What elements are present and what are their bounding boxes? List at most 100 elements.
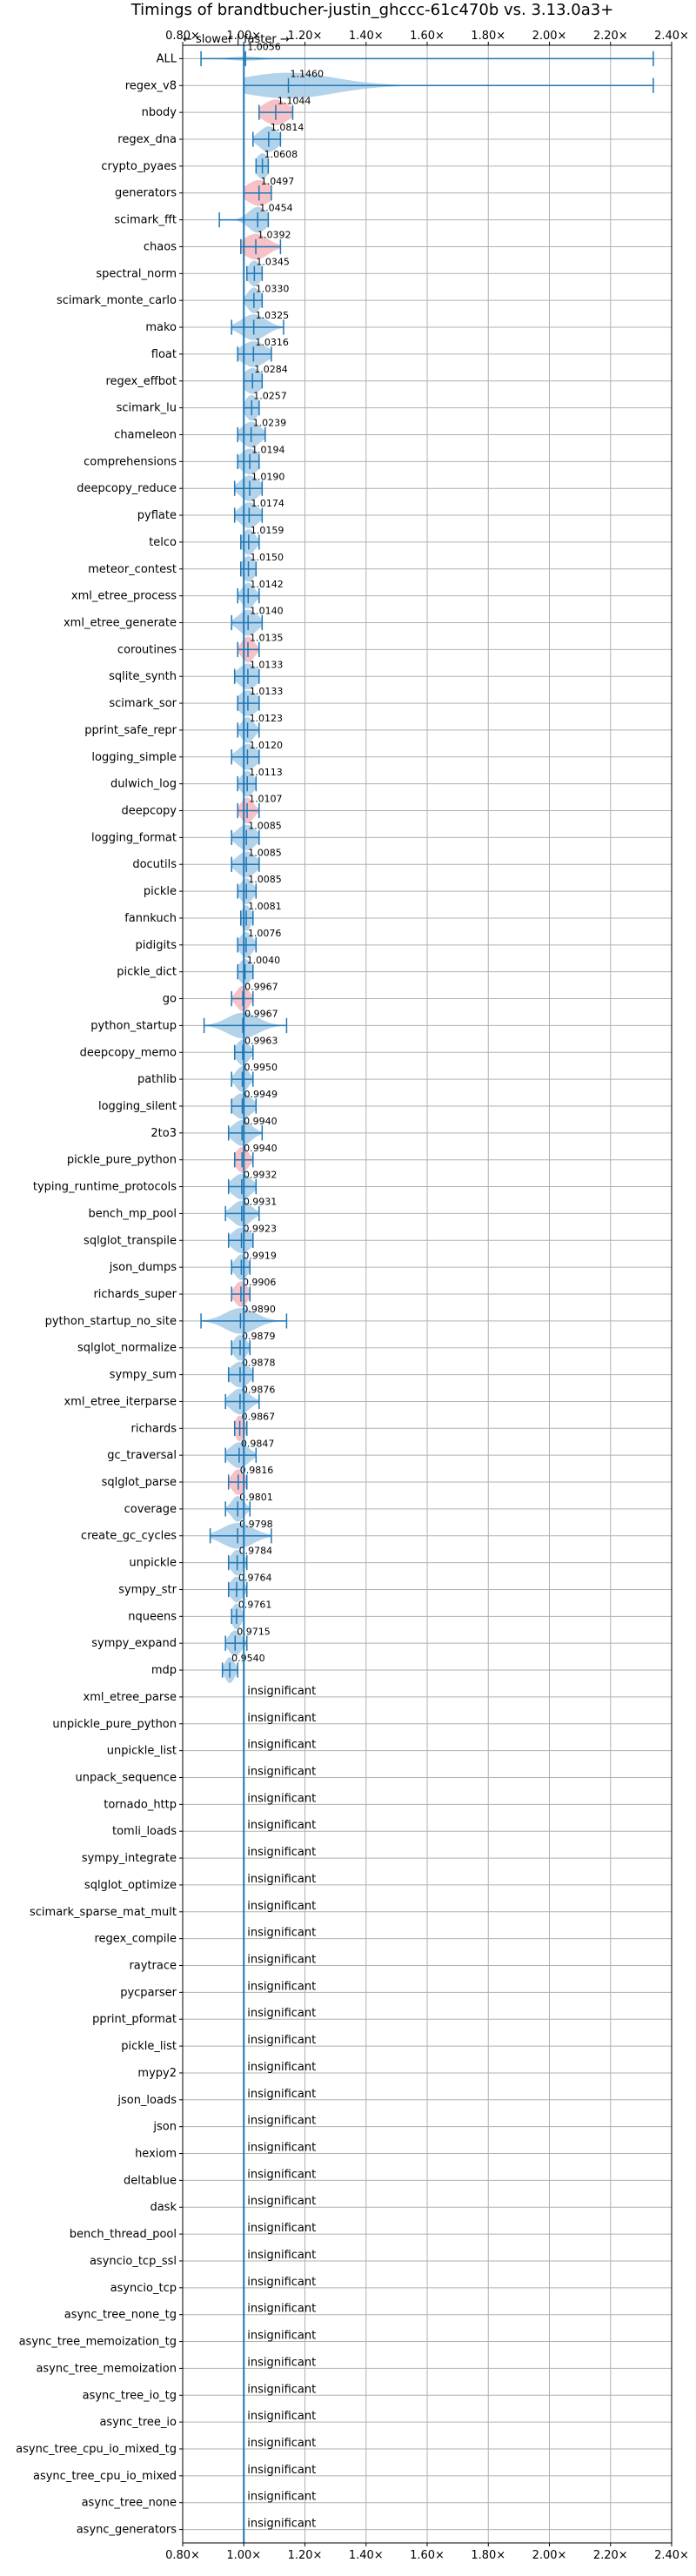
insignificant-label: insignificant <box>247 1792 316 1805</box>
violin-deepcopy_reduce: 1.0190 <box>233 471 284 501</box>
benchmark-label: ALL <box>157 52 177 65</box>
x-axis: 0.80× 0.80× 1.00× 1.00× 1.20× 1.20× 1.40× 1.40×… <box>16 30 689 2562</box>
violin-telco: 1.0159 <box>239 525 284 555</box>
x-tick-label-bottom: 0.80× <box>165 2549 200 2562</box>
benchmark-label: crypto_pyaes <box>101 160 177 173</box>
violin-richards: 0.9867 <box>233 1411 275 1442</box>
value-label: 1.0123 <box>250 713 284 724</box>
benchmark-label: pickle_dict <box>117 966 177 979</box>
value-label: 0.9784 <box>239 1546 273 1557</box>
value-label: 1.0150 <box>251 552 284 563</box>
benchmark-label: unpickle <box>129 1557 177 1570</box>
violin-generators: 1.0497 <box>243 176 294 206</box>
violin-unpickle: 0.9784 <box>227 1546 273 1576</box>
benchmark-label: async_tree_io <box>99 2416 177 2429</box>
value-label: 0.9963 <box>244 1035 278 1046</box>
insignificant-label: insignificant <box>247 2276 316 2289</box>
violin-sqlite_synth: 1.0133 <box>233 659 283 689</box>
value-label: 1.0107 <box>249 794 283 805</box>
benchmark-label: pickle_pure_python <box>67 1154 177 1167</box>
benchmark-label: chameleon <box>114 428 177 441</box>
insignificant-label: insignificant <box>247 2034 316 2047</box>
insignificant-label: insignificant <box>247 1685 316 1698</box>
benchmark-label: pidigits <box>136 939 177 952</box>
benchmark-label: async_tree_none_tg <box>64 2309 177 2322</box>
value-label: 0.9540 <box>231 1653 265 1664</box>
insignificant-label: insignificant <box>247 1712 316 1725</box>
value-label: 0.9816 <box>240 1465 274 1476</box>
value-label: 0.9761 <box>238 1599 272 1610</box>
insignificant-label: insignificant <box>247 2168 316 2181</box>
violin-chameleon: 1.0239 <box>237 418 286 448</box>
benchmark-label: richards_super <box>93 1288 177 1301</box>
benchmark-label: mypy2 <box>137 2067 177 2080</box>
value-label: 0.9931 <box>244 1197 278 1208</box>
value-label: 1.0159 <box>251 525 284 536</box>
value-label: 0.9967 <box>244 982 278 993</box>
violin-docutils: 1.0085 <box>231 847 282 877</box>
value-label: 1.0133 <box>250 686 284 697</box>
insignificant-label: insignificant <box>247 2491 316 2504</box>
benchmark-label: async_tree_none <box>82 2497 177 2510</box>
plot-frame <box>182 44 673 2544</box>
violin-nqueens: 0.9761 <box>231 1599 272 1630</box>
insignificant-label: insignificant <box>247 2061 316 2074</box>
violin-spectral_norm: 1.0345 <box>246 256 290 287</box>
benchmark-label: scimark_fft <box>114 214 177 227</box>
x-tick-label-top: 1.40× <box>349 30 384 43</box>
benchmark-label: logging_format <box>91 831 177 844</box>
value-label: 1.0081 <box>248 901 282 912</box>
value-label: 1.1460 <box>291 68 325 79</box>
violin-typing_runtime_protocols: 0.9932 <box>227 1170 277 1200</box>
violin-python_startup: 0.9967 <box>203 1009 288 1039</box>
x-tick-label-top: 1.20× <box>288 30 323 43</box>
insignificant-label: insignificant <box>247 1819 316 1832</box>
violin-xml_etree_iterparse: 0.9876 <box>224 1385 276 1415</box>
insignificant-label: insignificant <box>247 1739 316 1752</box>
benchmark-label: python_startup <box>90 1019 177 1032</box>
insignificant-label: insignificant <box>247 1900 316 1913</box>
value-label: 0.9878 <box>242 1358 276 1369</box>
value-label: 1.0454 <box>259 203 293 214</box>
benchmark-label: unpickle_pure_python <box>52 1718 177 1731</box>
violin-ALL: 1.0056 <box>200 42 654 67</box>
benchmark-label: sympy_expand <box>91 1637 177 1650</box>
insignificant-label: insignificant <box>247 2142 316 2155</box>
violin-comprehensions: 1.0194 <box>237 444 285 475</box>
violin-crypto_pyaes: 1.0608 <box>255 149 298 179</box>
value-label: 1.0113 <box>249 767 283 778</box>
x-tick-label-bottom: 1.20× <box>288 2549 323 2562</box>
benchmark-label: async_generators <box>77 2524 177 2537</box>
violin-2to3: 0.9940 <box>227 1116 278 1146</box>
benchmark-label: sqlglot_optimize <box>84 1879 177 1892</box>
chart-title: Timings of brandtbucher-justin_ghccc-61c… <box>130 1 614 19</box>
value-label: 1.0316 <box>255 337 289 348</box>
benchmark-label: pprint_pformat <box>92 2013 177 2026</box>
value-label: 0.9950 <box>244 1062 278 1073</box>
x-tick-label-bottom: 1.80× <box>471 2549 505 2562</box>
benchmark-label: logging_silent <box>98 1100 177 1113</box>
x-tick-label-bottom: 1.00× <box>226 2549 261 2562</box>
x-tick-label-top: 1.80× <box>471 30 505 43</box>
benchmark-label: pickle_list <box>121 2040 177 2053</box>
insignificant-label: insignificant <box>247 2303 316 2316</box>
value-label: 0.9940 <box>244 1143 278 1154</box>
insignificant-label: insignificant <box>247 1954 316 1967</box>
benchmark-label: scimark_sparse_mat_mult <box>30 1906 177 1919</box>
benchmark-label: unpickle_list <box>107 1745 177 1758</box>
insignificant-label: insignificant <box>247 2330 316 2343</box>
value-label: 0.9876 <box>242 1385 276 1396</box>
violin-json_dumps: 0.9919 <box>231 1250 277 1280</box>
benchmark-label: logging_simple <box>91 751 177 764</box>
value-label: 0.9940 <box>244 1116 278 1127</box>
x-tick-label-bottom: 2.40× <box>654 2549 689 2562</box>
insignificant-label: insignificant <box>247 1980 316 1993</box>
violin-create_gc_cycles: 0.9798 <box>209 1519 273 1549</box>
value-label: 0.9879 <box>242 1331 276 1342</box>
benchmark-label: comprehensions <box>84 455 177 468</box>
benchmark-label: mako <box>145 321 177 334</box>
benchmark-label: nqueens <box>128 1610 177 1623</box>
violin-mako: 1.0325 <box>231 310 289 340</box>
violin-xml_etree_generate: 1.0140 <box>231 606 284 636</box>
benchmark-label: pprint_safe_repr <box>84 724 177 737</box>
